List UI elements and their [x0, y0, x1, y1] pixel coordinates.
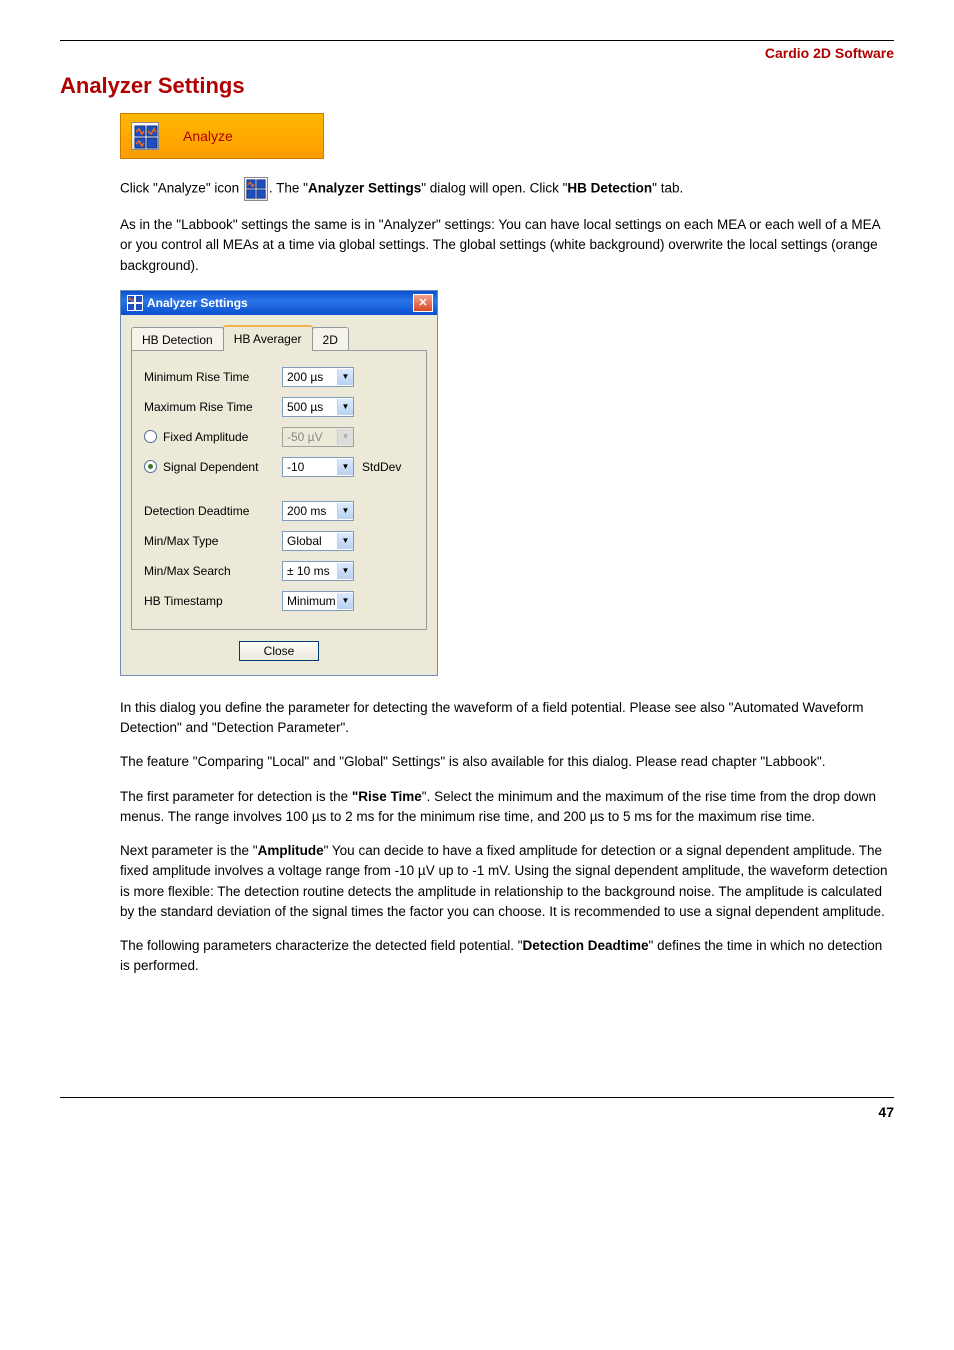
body-p2: The feature "Comparing "Local" and "Glob… — [120, 752, 894, 772]
body-p1: In this dialog you define the parameter … — [120, 698, 894, 739]
chevron-down-icon: ▼ — [337, 369, 353, 385]
combo-signal-dependent-value: -10 — [287, 458, 304, 476]
label-min-rise: Minimum Rise Time — [144, 368, 274, 386]
body-p3-before: The first parameter for detection is the — [120, 789, 352, 804]
combo-min-rise[interactable]: 200 µs ▼ — [282, 367, 354, 387]
row-max-rise: Maximum Rise Time 500 µs ▼ — [144, 397, 414, 417]
chevron-down-icon: ▼ — [337, 399, 353, 415]
footer-page-number: 47 — [60, 1097, 894, 1120]
combo-max-rise[interactable]: 500 µs ▼ — [282, 397, 354, 417]
row-fixed-amplitude: Fixed Amplitude -50 µV ▼ — [144, 427, 414, 447]
intro-para2: As in the "Labbook" settings the same is… — [120, 215, 894, 276]
row-min-rise: Minimum Rise Time 200 µs ▼ — [144, 367, 414, 387]
suffix-stddev: StdDev — [362, 458, 401, 476]
label-signal-dependent: Signal Dependent — [163, 458, 258, 476]
chevron-down-icon: ▼ — [337, 593, 353, 609]
header-product: Cardio 2D Software — [60, 45, 894, 61]
combo-signal-dependent[interactable]: -10 ▼ — [282, 457, 354, 477]
combo-minmax-type-value: Global — [287, 532, 322, 550]
body-p5: The following parameters characterize th… — [120, 936, 894, 977]
analyzer-settings-dialog: Analyzer Settings ✕ HB Detection HB Aver… — [120, 290, 438, 676]
row-deadtime: Detection Deadtime 200 ms ▼ — [144, 501, 414, 521]
body-p5-bold: Detection Deadtime — [523, 938, 649, 953]
combo-minmax-search[interactable]: ± 10 ms ▼ — [282, 561, 354, 581]
label-max-rise: Maximum Rise Time — [144, 398, 274, 416]
radio-fixed-amplitude[interactable]: Fixed Amplitude — [144, 428, 274, 446]
row-hb-timestamp: HB Timestamp Minimum ▼ — [144, 591, 414, 611]
combo-fixed-amplitude-value: -50 µV — [287, 428, 323, 446]
row-minmax-search: Min/Max Search ± 10 ms ▼ — [144, 561, 414, 581]
radio-signal-dependent[interactable]: Signal Dependent — [144, 458, 274, 476]
combo-hb-timestamp[interactable]: Minimum ▼ — [282, 591, 354, 611]
radio-icon — [144, 460, 157, 473]
dialog-title-icon — [127, 295, 143, 311]
tabs: HB Detection HB Averager 2D — [131, 325, 427, 351]
page-title: Analyzer Settings — [60, 73, 894, 99]
combo-fixed-amplitude: -50 µV ▼ — [282, 427, 354, 447]
tab-pane: Minimum Rise Time 200 µs ▼ Maximum Rise … — [131, 350, 427, 630]
intro-line1-before: Click "Analyze" icon — [120, 181, 243, 196]
combo-max-rise-value: 500 µs — [287, 398, 323, 416]
body-p4-bold: Amplitude — [258, 843, 324, 858]
analyze-label: Analyze — [183, 126, 233, 147]
body-p3-bold: "Rise Time — [352, 789, 422, 804]
intro-line1-mid: " dialog will open. Click " — [421, 181, 567, 196]
body-p5-before: The following parameters characterize th… — [120, 938, 523, 953]
label-minmax-type: Min/Max Type — [144, 532, 274, 550]
chevron-down-icon: ▼ — [337, 429, 353, 445]
combo-deadtime-value: 200 ms — [287, 502, 326, 520]
chevron-down-icon: ▼ — [337, 563, 353, 579]
analyze-toolbar: Analyze — [120, 113, 324, 159]
label-hb-timestamp: HB Timestamp — [144, 592, 274, 610]
intro-line1-bold1: Analyzer Settings — [308, 181, 421, 196]
chevron-down-icon: ▼ — [337, 533, 353, 549]
close-button[interactable]: Close — [239, 641, 320, 661]
dialog-title-text: Analyzer Settings — [147, 294, 248, 312]
analyze-inline-icon — [244, 177, 268, 201]
body-p4: Next parameter is the "Amplitude" You ca… — [120, 841, 894, 922]
analyze-icon[interactable] — [131, 122, 159, 150]
intro-line1-bold2: HB Detection — [567, 181, 652, 196]
chevron-down-icon: ▼ — [337, 459, 353, 475]
header-rule — [60, 40, 894, 41]
label-fixed-amplitude: Fixed Amplitude — [163, 428, 248, 446]
label-deadtime: Detection Deadtime — [144, 502, 274, 520]
dialog-titlebar: Analyzer Settings ✕ — [121, 291, 437, 315]
chevron-down-icon: ▼ — [337, 503, 353, 519]
intro-line1: Click "Analyze" icon . The "Analyzer Set… — [120, 177, 894, 201]
radio-icon — [144, 430, 157, 443]
intro-line1-end: " tab. — [652, 181, 683, 196]
combo-minmax-type[interactable]: Global ▼ — [282, 531, 354, 551]
intro-line1-after: . The " — [269, 181, 308, 196]
label-minmax-search: Min/Max Search — [144, 562, 274, 580]
combo-deadtime[interactable]: 200 ms ▼ — [282, 501, 354, 521]
body-p3: The first parameter for detection is the… — [120, 787, 894, 828]
combo-hb-timestamp-value: Minimum — [287, 592, 336, 610]
combo-min-rise-value: 200 µs — [287, 368, 323, 386]
tab-hb-averager[interactable]: HB Averager — [223, 325, 313, 351]
body-p4-before: Next parameter is the " — [120, 843, 258, 858]
row-minmax-type: Min/Max Type Global ▼ — [144, 531, 414, 551]
row-signal-dependent: Signal Dependent -10 ▼ StdDev — [144, 457, 414, 477]
combo-minmax-search-value: ± 10 ms — [287, 562, 330, 580]
close-icon[interactable]: ✕ — [413, 294, 433, 312]
